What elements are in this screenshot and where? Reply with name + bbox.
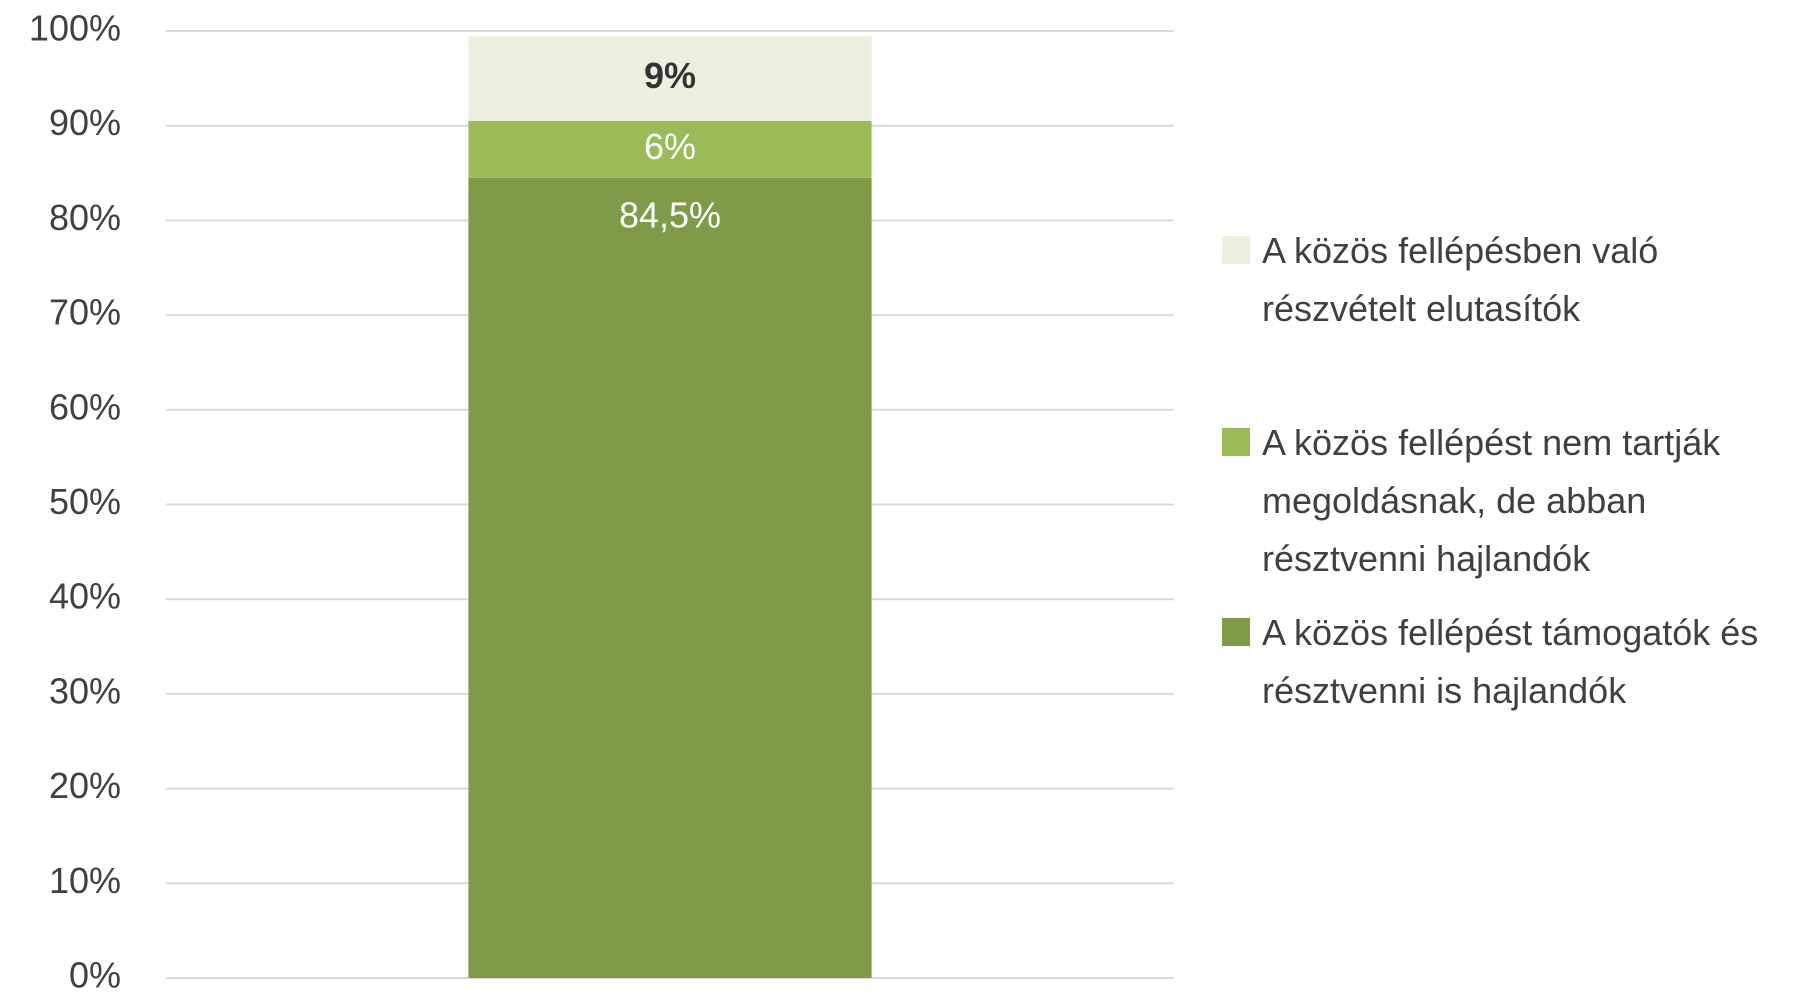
bar-segment: [468, 35, 872, 121]
legend-swatch: [1222, 618, 1250, 646]
y-tick-label: 90%: [49, 102, 121, 143]
data-label: 9%: [644, 55, 696, 96]
bar-segment: [468, 120, 872, 178]
bar-segment: [468, 177, 872, 978]
data-label: 84,5%: [619, 194, 721, 235]
legend-item: A közös fellépésben való részvételt elut…: [1222, 222, 1812, 338]
y-tick-label: 80%: [49, 197, 121, 238]
y-tick-label: 60%: [49, 386, 121, 427]
y-tick-label: 20%: [49, 765, 121, 806]
y-tick-label: 10%: [49, 860, 121, 901]
y-tick-label: 100%: [29, 8, 121, 49]
legend-item: A közös fellépést támogatók és résztvenn…: [1222, 604, 1812, 720]
legend-label: A közös fellépésben való részvételt elut…: [1262, 230, 1659, 329]
y-tick-label: 0%: [69, 955, 121, 994]
legend-label: A közös fellépést támogatók és résztvenn…: [1262, 612, 1759, 711]
y-tick-label: 30%: [49, 670, 121, 711]
y-tick-label: 70%: [49, 292, 121, 333]
legend-label: A közös fellépést nem tartják megoldásna…: [1262, 422, 1721, 579]
legend-swatch: [1222, 428, 1250, 456]
y-tick-label: 50%: [49, 481, 121, 522]
legend-item: A közös fellépést nem tartják megoldásna…: [1222, 414, 1812, 588]
data-label: 6%: [644, 126, 696, 167]
y-tick-label: 40%: [49, 576, 121, 617]
legend-swatch: [1222, 236, 1250, 264]
